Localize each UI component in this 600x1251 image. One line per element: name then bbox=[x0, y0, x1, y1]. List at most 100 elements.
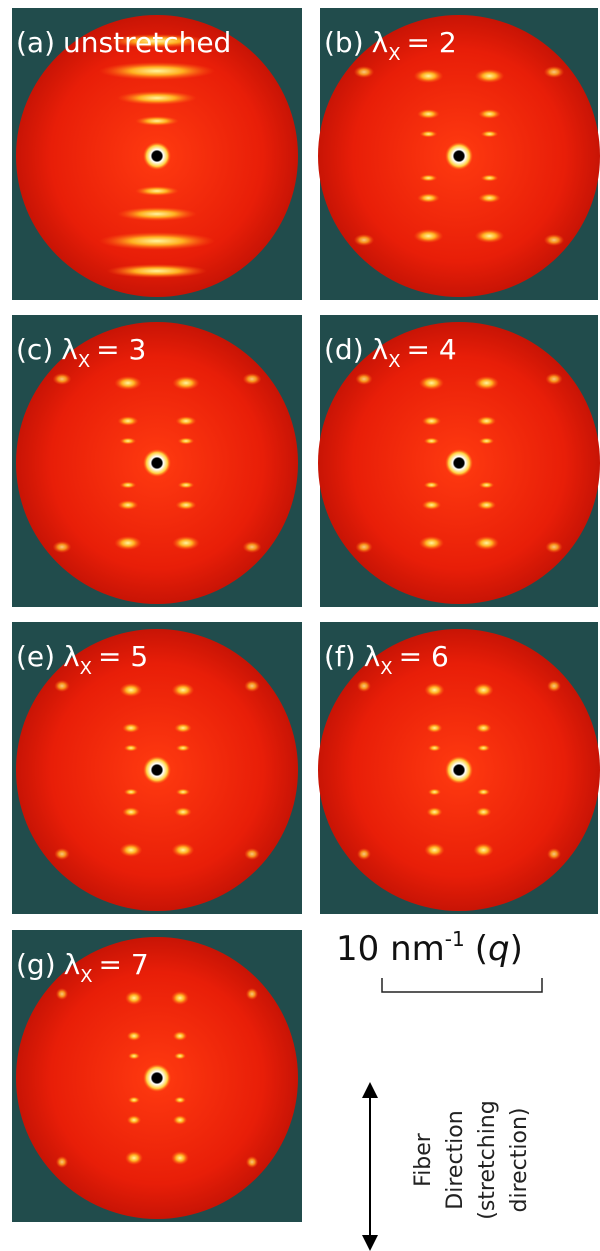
direction-label: (stretching bbox=[475, 1100, 500, 1219]
reflection bbox=[246, 988, 258, 1000]
reflection bbox=[128, 1097, 140, 1104]
reflection bbox=[545, 373, 562, 385]
reflection bbox=[172, 376, 199, 390]
reflection bbox=[420, 131, 438, 138]
reflection bbox=[244, 848, 260, 860]
reflection bbox=[125, 991, 143, 1005]
panel: (c)λX= 3 bbox=[12, 315, 302, 607]
reflection bbox=[174, 1097, 186, 1104]
reflection bbox=[419, 376, 444, 390]
scale-bar bbox=[382, 978, 542, 992]
reflection bbox=[473, 843, 493, 857]
reflection bbox=[54, 680, 70, 692]
reflection bbox=[545, 541, 562, 553]
panel-letter: (f) bbox=[324, 640, 356, 673]
reflection bbox=[243, 541, 262, 553]
reflection bbox=[479, 438, 494, 445]
stretch-symbol: λ bbox=[364, 640, 381, 673]
beam-stop bbox=[445, 756, 473, 784]
reflection bbox=[173, 1031, 187, 1041]
reflection bbox=[246, 1156, 258, 1168]
figure: (a)unstretched(b)λX= 2(c)λX= 3(d)λX= 4(e… bbox=[0, 0, 600, 1251]
stretch-subscript: X bbox=[78, 351, 90, 372]
reflection bbox=[475, 723, 491, 733]
beam-stop bbox=[143, 449, 171, 477]
beam-stop bbox=[143, 756, 171, 784]
page: {"panels": [ {"label": "(a)", "text": "u… bbox=[0, 0, 600, 1251]
stretch-symbol: λ bbox=[372, 26, 389, 59]
stretch-subscript: X bbox=[388, 44, 400, 65]
reflection bbox=[120, 438, 137, 445]
stretch-value: = 6 bbox=[399, 640, 449, 673]
stretch-subscript: X bbox=[380, 658, 392, 679]
panel-letter: (g) bbox=[16, 948, 56, 981]
beam-stop bbox=[445, 449, 473, 477]
panel: (e)λX = 5 bbox=[12, 622, 302, 914]
reflection bbox=[127, 1115, 141, 1125]
stretch-symbol: λ bbox=[63, 640, 80, 673]
reflection bbox=[357, 680, 371, 692]
reflection bbox=[474, 536, 499, 550]
reflection bbox=[117, 207, 197, 221]
reflection bbox=[414, 69, 444, 83]
reflection bbox=[135, 116, 179, 126]
reflection bbox=[547, 848, 561, 860]
stretch-symbol: λ bbox=[64, 948, 81, 981]
panel-label: (a)unstretched bbox=[16, 26, 231, 59]
stretch-subscript: X bbox=[80, 658, 92, 679]
reflection bbox=[176, 416, 197, 426]
reflection bbox=[477, 745, 490, 752]
reflection bbox=[417, 193, 440, 203]
scale-label: 10 nm-1(q) bbox=[336, 927, 523, 969]
reflection bbox=[544, 66, 564, 78]
scale-variable: q bbox=[488, 929, 510, 969]
stretch-subscript: X bbox=[80, 966, 92, 987]
panel-letter: (e) bbox=[16, 640, 55, 673]
reflection bbox=[56, 1156, 68, 1168]
panel-letter: (b) bbox=[324, 26, 364, 59]
reflection bbox=[424, 683, 444, 697]
reflection bbox=[99, 232, 215, 250]
scale-exponent: -1 bbox=[445, 927, 465, 951]
reflection bbox=[475, 229, 505, 243]
reflection bbox=[53, 541, 72, 553]
reflection bbox=[172, 683, 195, 697]
beam-stop bbox=[143, 1064, 171, 1092]
reflection bbox=[481, 175, 499, 182]
reflection bbox=[428, 745, 441, 752]
panel: (d)λX= 4 bbox=[318, 315, 600, 607]
reflection bbox=[118, 416, 139, 426]
reflection bbox=[120, 683, 143, 697]
stretch-symbol: λ bbox=[61, 333, 78, 366]
reflection bbox=[125, 1151, 143, 1165]
reflection bbox=[173, 1115, 187, 1125]
stretch-value: = 5 bbox=[98, 640, 148, 673]
reflection bbox=[547, 680, 561, 692]
stretch-value: = 3 bbox=[96, 333, 146, 366]
scale-open: ( bbox=[475, 929, 488, 969]
reflection bbox=[419, 536, 444, 550]
reflection bbox=[107, 264, 207, 278]
reflection bbox=[420, 175, 438, 182]
reflection bbox=[424, 843, 444, 857]
reflection bbox=[477, 416, 496, 426]
reflection bbox=[422, 416, 441, 426]
reflection bbox=[475, 807, 491, 817]
reflection bbox=[478, 193, 501, 203]
reflection bbox=[172, 843, 195, 857]
reflection bbox=[128, 1053, 140, 1060]
panel: (g)λX= 7 bbox=[12, 930, 302, 1222]
reflection bbox=[473, 683, 493, 697]
reflection bbox=[244, 680, 260, 692]
reflection bbox=[426, 723, 442, 733]
reflection bbox=[118, 500, 139, 510]
reflection bbox=[478, 109, 501, 119]
reflection bbox=[474, 376, 499, 390]
reflection bbox=[174, 807, 192, 817]
reflection bbox=[176, 745, 190, 752]
reflection bbox=[127, 1031, 141, 1041]
reflection bbox=[176, 789, 190, 796]
reflection bbox=[477, 500, 496, 510]
reflection bbox=[53, 373, 72, 385]
reflection bbox=[56, 988, 68, 1000]
